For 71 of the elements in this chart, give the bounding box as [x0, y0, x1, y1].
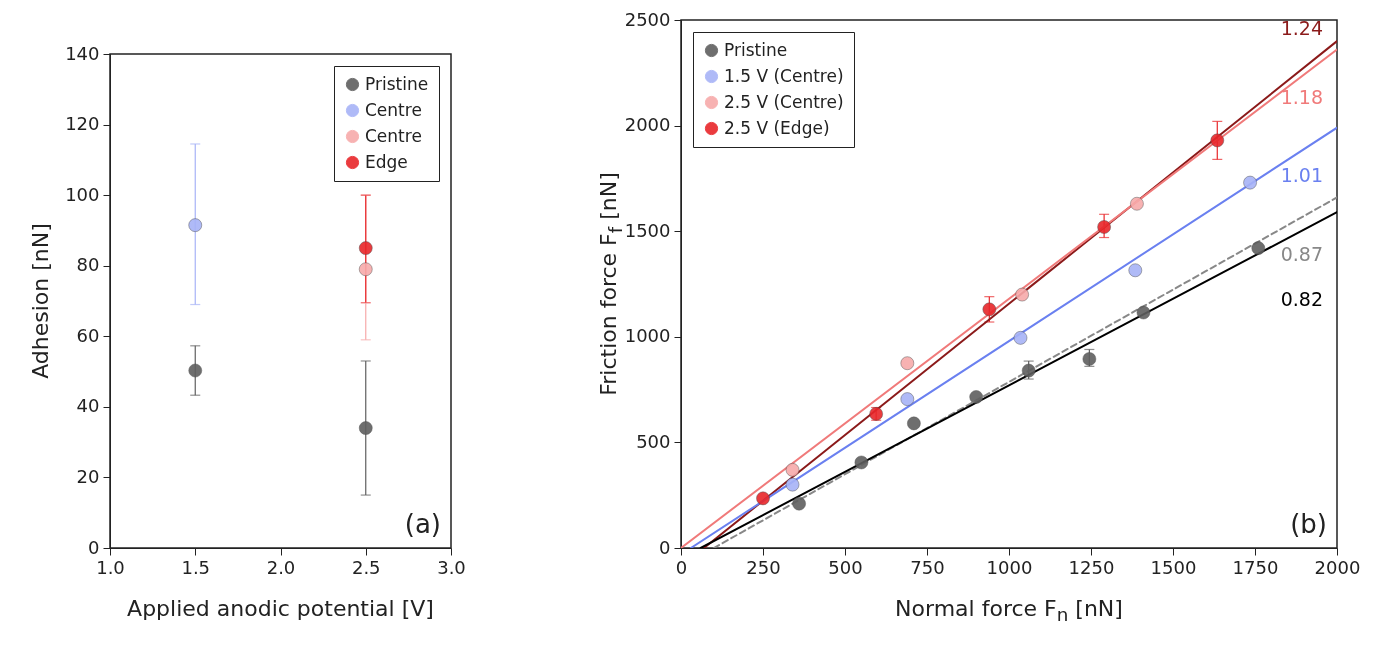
- point: [1128, 263, 1143, 278]
- point: [969, 390, 984, 404]
- legend-label: Edge: [365, 151, 408, 172]
- point: [1097, 220, 1112, 234]
- y-tick-label: 1500: [624, 219, 671, 241]
- point: [756, 491, 770, 506]
- legend-label: Centre: [365, 99, 422, 120]
- x-tick-label: 1500: [1150, 556, 1197, 578]
- x-tick-label: 2.5: [351, 556, 381, 578]
- x-tick-label: 750: [910, 556, 945, 578]
- x-tick-label: 1250: [1068, 556, 1115, 578]
- point: [358, 421, 373, 435]
- annotation: 0.82: [1280, 288, 1323, 311]
- y-tick-label: 500: [636, 430, 671, 452]
- y-tick-label: 40: [76, 395, 100, 417]
- point: [1210, 133, 1225, 148]
- point: [358, 241, 373, 255]
- x-tick-label: 2000: [1314, 556, 1361, 578]
- y-tick-label: 1000: [624, 325, 671, 347]
- x-tick-label: 500: [828, 556, 863, 578]
- annotation: (a): [404, 509, 441, 539]
- y-tick-label: 2000: [624, 114, 671, 136]
- legend-label: 1.5 V (Centre): [724, 65, 844, 86]
- y-tick-label: 2500: [624, 8, 671, 30]
- legend-label: Pristine: [724, 39, 788, 60]
- point: [900, 392, 915, 407]
- point: [792, 496, 806, 511]
- y-tick-label: 0: [88, 536, 100, 558]
- annotation: 1.01: [1280, 163, 1323, 186]
- y-tick-label: 80: [76, 254, 100, 276]
- legend-label: 2.5 V (Centre): [724, 91, 844, 112]
- point: [358, 262, 373, 277]
- point: [1013, 330, 1028, 345]
- point: [188, 218, 203, 233]
- x-tick-label: 2.0: [266, 556, 296, 578]
- x-tick-label: 1.5: [181, 556, 211, 578]
- x-tick-label: 3.0: [437, 556, 466, 578]
- y-tick-label: 20: [76, 465, 100, 487]
- point: [785, 462, 800, 477]
- annotation: (b): [1290, 509, 1327, 539]
- point: [982, 302, 997, 317]
- x-tick-label: 0: [675, 556, 688, 578]
- x-axis-title: Applied anodic potential [V]: [127, 596, 434, 621]
- point: [854, 455, 869, 470]
- x-tick-label: 250: [746, 556, 781, 578]
- point: [188, 363, 203, 378]
- x-axis-title: Normal force F$_{n}$ [nN]: [895, 596, 1123, 626]
- y-tick-label: 0: [659, 536, 671, 558]
- point: [1015, 287, 1030, 302]
- legend-label: Centre: [365, 125, 422, 146]
- point: [1130, 196, 1144, 211]
- point: [1251, 241, 1266, 255]
- y-tick-label: 60: [76, 324, 100, 346]
- annotation: 1.24: [1280, 17, 1323, 40]
- annotation: 0.87: [1280, 243, 1323, 266]
- point: [900, 356, 915, 371]
- point: [906, 416, 921, 431]
- point: [1136, 305, 1151, 320]
- x-tick-label: 1000: [986, 556, 1033, 578]
- x-tick-label: 1750: [1232, 556, 1279, 578]
- point: [1082, 352, 1097, 366]
- point: [1243, 175, 1257, 190]
- y-axis-title: Adhesion [nN]: [27, 223, 53, 379]
- point: [785, 477, 800, 492]
- legend-label: 2.5 V (Edge): [724, 117, 830, 138]
- y-tick-label: 100: [65, 183, 100, 205]
- y-tick-label: 140: [65, 42, 100, 64]
- x-tick-label: 1.0: [96, 556, 125, 578]
- annotation: 1.18: [1280, 85, 1323, 108]
- legend-label: Pristine: [365, 73, 429, 94]
- y-tick-label: 120: [65, 113, 100, 135]
